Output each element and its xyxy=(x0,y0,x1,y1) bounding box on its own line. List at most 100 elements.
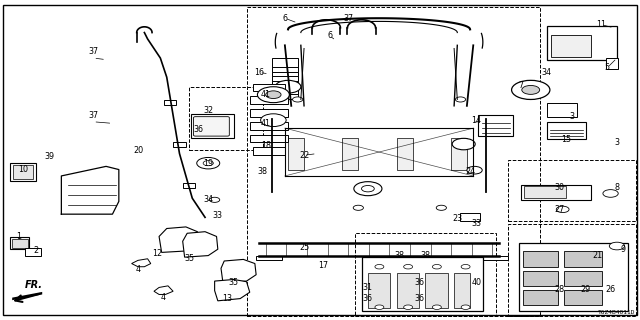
Circle shape xyxy=(603,190,618,197)
Bar xyxy=(508,224,636,316)
Text: 16: 16 xyxy=(254,68,264,77)
Text: 37: 37 xyxy=(88,47,99,56)
Text: 7: 7 xyxy=(518,81,524,90)
Circle shape xyxy=(436,205,447,210)
Text: 26: 26 xyxy=(605,284,616,293)
Bar xyxy=(368,273,390,308)
Text: 36: 36 xyxy=(414,294,424,303)
Bar xyxy=(253,84,285,92)
Bar xyxy=(191,114,234,138)
Bar xyxy=(25,248,41,256)
Text: 10: 10 xyxy=(18,165,28,174)
Bar xyxy=(397,273,419,308)
Text: 40: 40 xyxy=(472,278,481,287)
Bar xyxy=(606,58,618,69)
Polygon shape xyxy=(154,286,173,294)
Text: 21: 21 xyxy=(593,251,603,260)
Bar xyxy=(272,76,298,85)
Circle shape xyxy=(461,305,470,309)
Text: 9: 9 xyxy=(621,245,626,254)
Bar xyxy=(483,256,508,260)
Bar xyxy=(272,72,298,81)
Text: 4: 4 xyxy=(136,265,141,275)
Bar xyxy=(564,252,602,267)
Bar xyxy=(272,90,298,99)
Circle shape xyxy=(609,242,625,250)
Text: 35: 35 xyxy=(228,278,239,287)
Circle shape xyxy=(362,186,374,192)
Bar xyxy=(362,257,483,311)
Text: 38: 38 xyxy=(257,167,268,176)
Text: 22: 22 xyxy=(299,151,309,160)
Circle shape xyxy=(260,114,286,126)
FancyBboxPatch shape xyxy=(193,117,229,136)
Circle shape xyxy=(511,80,550,100)
Text: 2: 2 xyxy=(33,246,38,255)
Polygon shape xyxy=(182,232,218,257)
Bar xyxy=(547,103,577,117)
Text: 15: 15 xyxy=(561,135,571,144)
Text: 33: 33 xyxy=(472,219,481,228)
Text: 20: 20 xyxy=(133,146,143,155)
Bar xyxy=(342,138,358,170)
Text: 34: 34 xyxy=(204,195,213,204)
Bar xyxy=(451,138,467,170)
Circle shape xyxy=(404,265,413,269)
Polygon shape xyxy=(12,292,42,300)
Text: 37: 37 xyxy=(88,111,99,120)
Polygon shape xyxy=(132,259,151,267)
Circle shape xyxy=(375,265,384,269)
Bar xyxy=(523,270,558,286)
Bar xyxy=(272,81,298,90)
Text: 38: 38 xyxy=(420,251,430,260)
Circle shape xyxy=(461,265,470,269)
Circle shape xyxy=(522,85,540,94)
Text: T6Z4B4011D: T6Z4B4011D xyxy=(597,310,635,316)
Bar xyxy=(272,67,298,76)
Bar xyxy=(164,100,176,105)
Circle shape xyxy=(456,97,466,102)
Text: 36: 36 xyxy=(363,294,373,303)
Bar xyxy=(551,36,591,57)
Bar xyxy=(454,273,470,308)
Text: 18: 18 xyxy=(260,141,271,150)
Circle shape xyxy=(354,182,382,196)
Bar xyxy=(272,85,298,94)
Bar xyxy=(355,233,495,316)
Circle shape xyxy=(452,138,475,150)
Polygon shape xyxy=(221,260,256,283)
Text: 39: 39 xyxy=(45,152,55,161)
Text: 14: 14 xyxy=(472,116,481,125)
Bar xyxy=(250,109,288,117)
Circle shape xyxy=(196,157,220,169)
Circle shape xyxy=(433,305,442,309)
Text: 23: 23 xyxy=(452,214,462,223)
Bar xyxy=(189,87,262,150)
Text: 1: 1 xyxy=(16,232,21,241)
Circle shape xyxy=(209,197,220,202)
Text: 34: 34 xyxy=(541,68,552,77)
Bar xyxy=(12,239,28,248)
Bar xyxy=(256,256,282,260)
Text: 31: 31 xyxy=(363,283,373,292)
Polygon shape xyxy=(214,279,250,301)
Bar xyxy=(523,252,558,267)
Bar xyxy=(272,63,298,71)
Circle shape xyxy=(257,87,289,103)
Circle shape xyxy=(375,305,384,309)
Bar xyxy=(521,185,591,200)
Bar xyxy=(173,141,186,147)
Text: 38: 38 xyxy=(395,251,405,260)
Circle shape xyxy=(467,166,482,174)
Text: 13: 13 xyxy=(223,294,232,303)
Bar xyxy=(547,122,586,139)
Text: 17: 17 xyxy=(318,261,328,270)
Bar xyxy=(547,26,617,60)
Text: 6: 6 xyxy=(327,31,332,40)
Bar xyxy=(253,147,285,155)
Bar xyxy=(13,165,33,179)
Circle shape xyxy=(556,206,569,212)
Text: 41: 41 xyxy=(260,90,271,99)
Circle shape xyxy=(404,305,413,309)
Text: 37: 37 xyxy=(344,14,354,23)
